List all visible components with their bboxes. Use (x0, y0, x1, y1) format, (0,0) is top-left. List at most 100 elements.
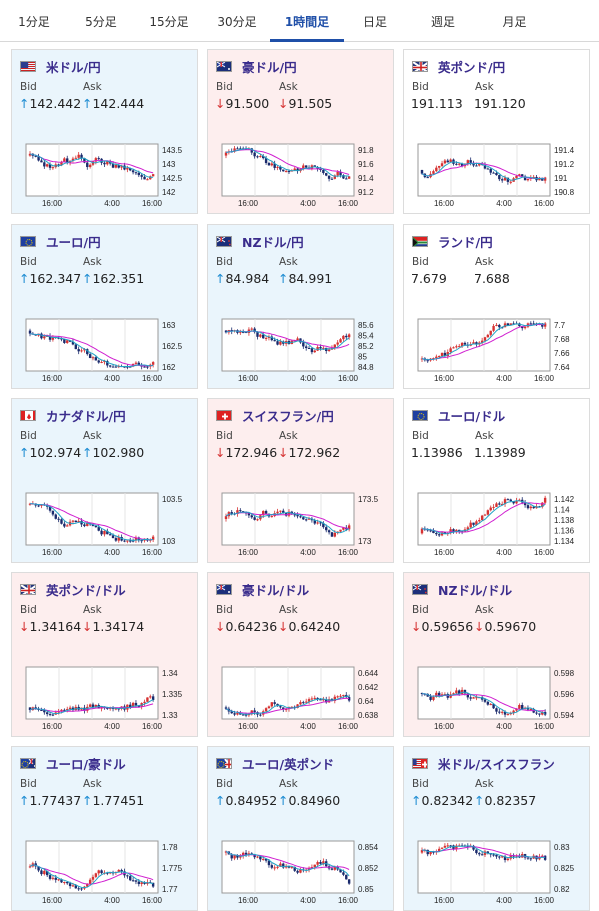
ask-label: Ask (83, 778, 102, 790)
chart-ylabel: 0.83 (554, 843, 570, 852)
bid-value: ↓91.500 (215, 96, 270, 111)
chart-ylabel: 1.77 (162, 885, 178, 894)
currency-flag-icon (20, 758, 36, 769)
currency-pair-link[interactable]: ユーロ/豪ドル (46, 757, 126, 772)
bid-label: Bid (20, 256, 37, 268)
currency-pair-link[interactable]: ユーロ/英ポンド (242, 757, 335, 772)
chart-xlabel: 4:00 (300, 374, 316, 383)
rate-chart[interactable]: 7.7 7.68 7.66 7.64 16:00 4:00 16:00 (410, 315, 582, 385)
rate-chart[interactable]: 0.598 0.596 0.594 16:00 4:00 16:00 (410, 663, 582, 733)
currency-pair-link[interactable]: 英ポンド/円 (438, 60, 506, 75)
chart-xlabel: 16:00 (434, 548, 455, 557)
rate-chart[interactable]: 1.34 1.335 1.33 16:00 4:00 16:00 (18, 663, 190, 733)
chart-xlabel: 16:00 (142, 374, 163, 383)
chart-xlabel: 4:00 (496, 374, 512, 383)
tab-2[interactable]: 15分足 (149, 15, 189, 29)
rate-card[interactable]: カナダドル/円 Bid Ask ↑102.974 ↑102.980 103.5 103 16:… (11, 398, 198, 563)
chart-xlabel: 16:00 (142, 548, 163, 557)
chart-ylabel: 85 (358, 353, 367, 362)
tab-0[interactable]: 1分足 (18, 15, 50, 29)
currency-pair-link[interactable]: カナダドル/円 (46, 409, 126, 424)
rate-chart[interactable]: 85.6 85.4 85.2 85 84.8 16:00 4:00 16:00 (214, 315, 386, 385)
chart-ylabel: 190.8 (554, 188, 575, 197)
currency-pair-link[interactable]: 豪ドル/円 (242, 60, 297, 75)
bid-label: Bid (412, 81, 429, 93)
bid-label: Bid (20, 604, 37, 616)
rate-chart[interactable]: 0.854 0.852 0.85 16:00 4:00 16:00 (214, 837, 386, 907)
chart-xlabel: 4:00 (104, 199, 120, 208)
rate-card[interactable]: NZドル/ドル Bid Ask ↓0.59656 ↓0.59670 0.598 0.596 0… (403, 572, 590, 737)
rate-chart[interactable]: 91.8 91.6 91.4 91.2 16:00 4:00 16:00 (214, 140, 386, 210)
rate-card[interactable]: 豪ドル/ドル Bid Ask ↓0.64236 ↓0.64240 0.644 0.642 0.… (207, 572, 394, 737)
rate-card[interactable]: NZドル/円 Bid Ask ↑84.984 ↑84.991 85.6 85.4 85.2 85… (207, 224, 394, 389)
chart-xlabel: 16:00 (142, 896, 163, 905)
currency-pair-link[interactable]: 米ドル/円 (46, 60, 101, 75)
bid-value: ↑0.82342 (411, 793, 474, 808)
ask-label: Ask (279, 430, 298, 442)
rate-chart[interactable]: 103.5 103 16:00 4:00 16:00 (18, 489, 190, 559)
rate-chart[interactable]: 0.83 0.825 0.82 16:00 4:00 16:00 (410, 837, 582, 907)
tab-7[interactable]: 月足 (502, 15, 527, 29)
chart-xlabel: 16:00 (42, 548, 63, 557)
currency-pair-link[interactable]: ランド/円 (438, 235, 493, 250)
ask-value: 7.688 (474, 271, 510, 286)
chart-ylabel: 191 (554, 174, 568, 183)
currency-pair-link[interactable]: NZドル/円 (242, 235, 304, 250)
rate-chart[interactable]: 1.78 1.775 1.77 16:00 4:00 16:00 (18, 837, 190, 907)
rate-chart[interactable]: 191.4 191.2 191 190.8 16:00 4:00 16:00 (410, 140, 582, 210)
rate-card[interactable]: ユーロ/円 Bid Ask ↑162.347 ↑162.351 163 162.5 162 16… (11, 224, 198, 389)
rate-card[interactable]: 米ドル/円 Bid Ask ↑142.442 ↑142.444 143.5 143 142.5… (11, 49, 198, 214)
currency-flag-icon (216, 758, 232, 769)
currency-pair-link[interactable]: 米ドル/スイスフラン (438, 757, 555, 772)
ask-label: Ask (83, 81, 102, 93)
rate-card[interactable]: 米ドル/スイスフラン Bid Ask ↑0.82342 ↑0.82357 0.83 0.82… (403, 746, 590, 911)
rate-card[interactable]: スイスフラン/円 Bid Ask ↓172.946 ↓172.962 173.5 173 16… (207, 398, 394, 563)
rate-chart[interactable]: 173.5 173 16:00 4:00 16:00 (214, 489, 386, 559)
currency-pair-link[interactable]: 英ポンド/ドル (46, 583, 126, 598)
tab-5[interactable]: 日足 (362, 15, 387, 29)
chart-ylabel: 103.5 (162, 495, 183, 504)
rate-chart[interactable]: 0.644 0.642 0.64 0.638 16:00 4:00 16:00 (214, 663, 386, 733)
currency-flag-icon (216, 584, 232, 595)
rate-card[interactable]: 豪ドル/円 Bid Ask ↓91.500 ↓91.505 91.8 91.6 91.4 91.… (207, 49, 394, 214)
chart-ylabel: 142.5 (162, 174, 183, 183)
tab-1[interactable]: 5分足 (85, 15, 117, 29)
currency-pair-link[interactable]: スイスフラン/円 (242, 409, 334, 424)
bid-label: Bid (412, 778, 429, 790)
currency-flag-icon (412, 584, 428, 595)
chart-ylabel: 0.854 (358, 843, 379, 852)
tab-6[interactable]: 週足 (430, 15, 455, 29)
rate-card[interactable]: ユーロ/英ポンド Bid Ask ↑0.84952 ↑0.84960 0.854 0.852… (207, 746, 394, 911)
rate-chart[interactable]: 163 162.5 162 16:00 4:00 16:00 (18, 315, 190, 385)
chart-ylabel: 0.644 (358, 669, 379, 678)
chart-ylabel: 7.64 (554, 363, 570, 372)
bid-label: Bid (20, 778, 37, 790)
bid-label: Bid (412, 430, 429, 442)
chart-xlabel: 16:00 (42, 722, 63, 731)
rate-card[interactable]: ランド/円 Bid Ask 7.679 7.688 7.7 7.68 7.66 7.64 16:0… (403, 224, 590, 389)
rate-chart[interactable]: 1.142 1.14 1.138 1.136 1.134 16:00 4:00 16:00 (410, 489, 582, 559)
currency-pair-link[interactable]: ユーロ/円 (46, 235, 101, 250)
bid-value: ↓0.64236 (215, 619, 278, 634)
chart-xlabel: 16:00 (338, 548, 359, 557)
chart-ylabel: 1.33 (162, 711, 178, 720)
rate-card[interactable]: 英ポンド/円 Bid Ask 191.113 191.120 191.4 191.2 191 1… (403, 49, 590, 214)
chart-xlabel: 16:00 (434, 722, 455, 731)
chart-xlabel: 4:00 (496, 199, 512, 208)
chart-ylabel: 91.6 (358, 160, 374, 169)
bid-label: Bid (216, 604, 233, 616)
currency-pair-link[interactable]: 豪ドル/ドル (242, 583, 310, 598)
tab-4[interactable]: 1時間足 (270, 0, 344, 42)
currency-pair-link[interactable]: ユーロ/ドル (438, 409, 506, 424)
chart-ylabel: 162.5 (162, 342, 183, 351)
rate-chart[interactable]: 143.5 143 142.5 142 16:00 4:00 16:00 (18, 140, 190, 210)
bid-label: Bid (20, 81, 37, 93)
rate-card[interactable]: ユーロ/ドル Bid Ask 1.13986 1.13989 1.142 1.14 1.138… (403, 398, 590, 563)
rate-card[interactable]: 英ポンド/ドル Bid Ask ↓1.34164 ↓1.34174 1.34 1.335 1.… (11, 572, 198, 737)
chart-xlabel: 16:00 (338, 722, 359, 731)
rate-card[interactable]: ユーロ/豪ドル Bid Ask ↑1.77437 ↑1.77451 1.78 1.775 1.… (11, 746, 198, 911)
ask-value: ↑162.351 (82, 271, 145, 286)
ask-label: Ask (475, 81, 494, 93)
tab-3[interactable]: 30分足 (217, 15, 257, 29)
currency-pair-link[interactable]: NZドル/ドル (438, 583, 513, 598)
